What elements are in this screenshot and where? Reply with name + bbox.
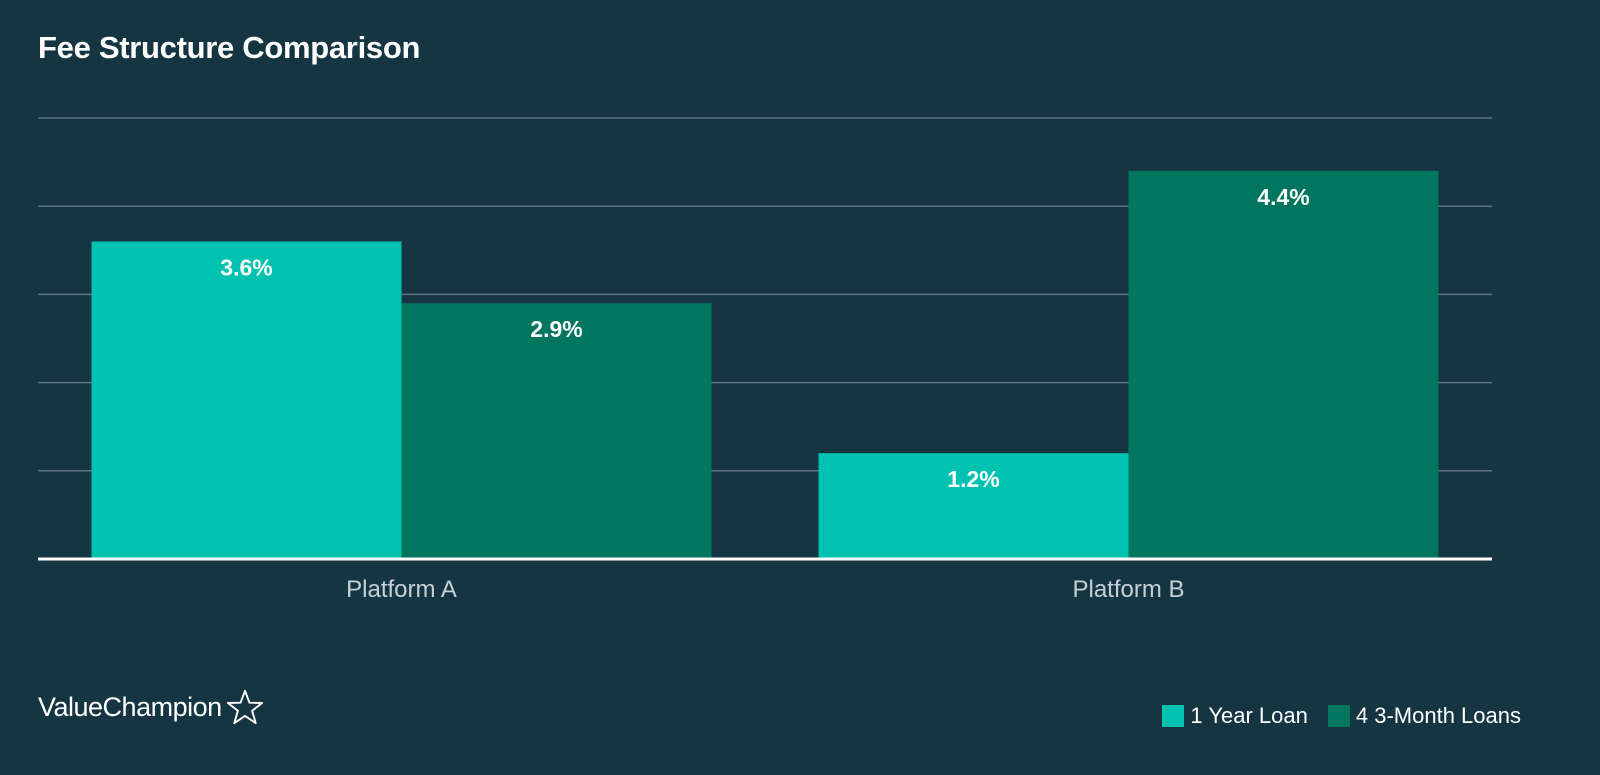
legend-label: 1 Year Loan — [1190, 703, 1308, 728]
bar-value-label: 4.4% — [1257, 184, 1309, 210]
brand-logo: ValueChampion — [38, 688, 264, 726]
bar-value-label: 1.2% — [947, 466, 999, 492]
legend-label: 4 3-Month Loans — [1355, 703, 1521, 728]
chart-legend: 1 Year Loan 4 3-Month Loans — [1162, 703, 1521, 729]
star-outline-icon — [226, 689, 263, 725]
legend-swatch — [1327, 705, 1350, 727]
bar — [1128, 170, 1439, 560]
legend-swatch — [1162, 705, 1185, 727]
bar — [91, 241, 402, 560]
bar-value-label: 2.9% — [530, 316, 582, 342]
legend-item-series-2: 4 3-Month Loans — [1327, 703, 1521, 729]
legend-item-series-1: 1 Year Loan — [1162, 703, 1308, 729]
category-label: Platform B — [1072, 576, 1184, 603]
brand-name: ValueChampion — [38, 691, 222, 722]
category-label: Platform A — [346, 576, 457, 603]
chart-title: Fee Structure Comparison — [38, 30, 421, 65]
bar — [818, 453, 1129, 559]
bar-value-label: 3.6% — [220, 254, 272, 280]
bar — [401, 303, 712, 559]
